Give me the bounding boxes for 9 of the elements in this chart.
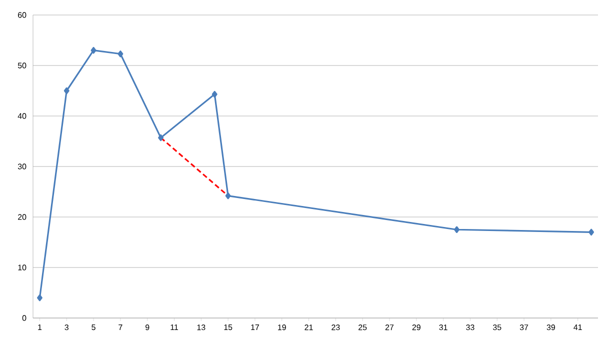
point xyxy=(588,228,594,236)
point xyxy=(212,90,218,98)
point xyxy=(36,294,42,302)
point xyxy=(64,87,70,94)
point xyxy=(90,46,96,54)
point xyxy=(158,134,164,142)
point xyxy=(118,50,124,58)
point xyxy=(454,226,460,234)
point xyxy=(225,192,231,200)
